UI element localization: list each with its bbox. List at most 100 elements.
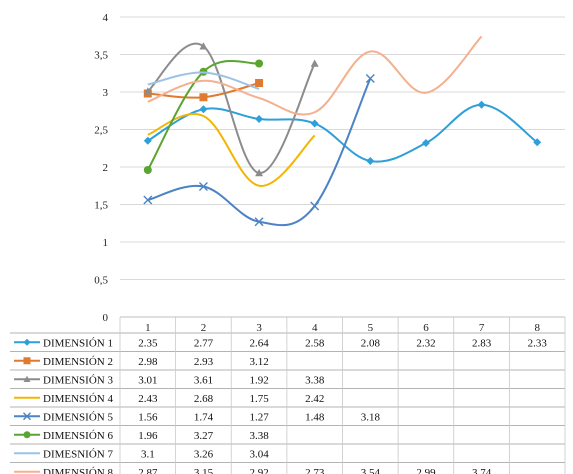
data-point — [199, 105, 208, 114]
data-point — [23, 375, 31, 383]
data-point — [23, 357, 31, 365]
data-point — [255, 169, 264, 177]
data-point — [310, 59, 319, 67]
data-label: 3.15 — [194, 467, 214, 474]
legend-entry: DIMENSIÓN 4 — [43, 393, 113, 405]
data-label: 3.54 — [361, 467, 381, 474]
data-label: 2.92 — [249, 467, 268, 474]
series — [143, 42, 319, 177]
data-label: 1.75 — [249, 393, 269, 405]
y-axis-tick-labels: 0 0,5 1 1,5 2 2,5 3 3,5 4 — [94, 12, 108, 324]
y-tick-label: 2,5 — [94, 125, 108, 137]
data-label: 3.26 — [194, 448, 214, 460]
series — [147, 71, 260, 90]
y-tick-label: 2 — [103, 162, 109, 174]
data-label: 3.1 — [141, 448, 155, 460]
x-tick-label: 7 — [479, 322, 485, 334]
data-label: 2.77 — [194, 337, 214, 349]
data-point — [23, 431, 31, 439]
data-label: 2.68 — [194, 393, 214, 405]
data-label: 1.96 — [138, 430, 158, 442]
data-point — [255, 59, 264, 68]
x-tick-label: 1 — [145, 322, 151, 334]
legend-entry: DIMENSIÓN 1 — [43, 337, 113, 349]
x-tick-label: 5 — [368, 322, 374, 334]
data-label: 2.98 — [138, 356, 158, 368]
data-label: 1.27 — [249, 411, 269, 423]
data-label: 2.35 — [138, 337, 158, 349]
y-tick-label: 1,5 — [94, 200, 108, 212]
data-point — [310, 119, 319, 128]
data-label: 2.83 — [472, 337, 492, 349]
data-point — [199, 42, 208, 50]
legend-entry: DIMENSIÓN 3 — [43, 374, 113, 386]
data-label: 2.42 — [305, 393, 324, 405]
series-line — [147, 71, 260, 90]
y-tick-label: 0,5 — [94, 275, 108, 287]
data-label: 3.27 — [194, 430, 214, 442]
data-label: 2.58 — [305, 337, 325, 349]
data-point — [198, 182, 208, 191]
series-line — [147, 42, 316, 174]
legend-entry: DIMENSIÓN 8 — [43, 467, 113, 474]
data-label: 2.87 — [138, 467, 158, 474]
data-point — [255, 79, 264, 87]
x-axis-tick-labels: 1 2 3 4 5 6 7 8 — [145, 322, 540, 334]
data-label: 3.38 — [305, 374, 325, 386]
data-label: 3.38 — [249, 430, 269, 442]
data-label: 1.56 — [138, 411, 158, 423]
legend-entry: DIMENSIÓN 6 — [43, 430, 113, 442]
legend-entry: DIMENSIÓN 5 — [43, 411, 113, 423]
gridlines — [120, 16, 565, 318]
series — [143, 79, 264, 102]
data-point — [255, 115, 264, 123]
data-table: DIMENSIÓN 1 2.35 2.77 2.64 2.58 2.08 2.32 2.83 2… — [10, 317, 566, 474]
data-label: 3.61 — [194, 374, 213, 386]
data-label: 1.92 — [249, 374, 268, 386]
x-tick-label: 3 — [256, 322, 262, 334]
x-tick-label: 6 — [423, 322, 429, 334]
series — [147, 35, 483, 116]
data-point — [533, 138, 542, 147]
data-point — [310, 201, 320, 211]
data-point — [199, 93, 208, 102]
data-point — [23, 338, 31, 346]
data-label: 1.48 — [305, 411, 325, 423]
series-line — [147, 35, 483, 116]
x-tick-label: 8 — [534, 322, 540, 334]
x-tick-label: 2 — [201, 322, 207, 334]
data-label: 2.32 — [416, 337, 435, 349]
data-label: 2.08 — [361, 337, 381, 349]
data-label: 3.04 — [249, 448, 269, 460]
data-label: 1.74 — [194, 411, 214, 423]
data-label: 2.99 — [416, 467, 436, 474]
data-label: 3.12 — [249, 356, 268, 368]
series-line — [147, 78, 372, 227]
series-lines — [143, 35, 542, 227]
data-point — [23, 412, 31, 421]
data-point — [143, 87, 152, 95]
legend-entry: DIMENSIÓN 2 — [43, 356, 113, 368]
data-point — [365, 74, 375, 83]
y-tick-label: 0 — [103, 312, 109, 324]
y-tick-label: 1 — [103, 237, 109, 249]
x-tick-label: 4 — [312, 322, 318, 334]
series-line — [147, 113, 316, 187]
data-label: 3.01 — [138, 374, 157, 386]
data-point — [477, 100, 486, 109]
data-point — [143, 136, 152, 145]
data-point — [143, 195, 153, 205]
legend-entry: DIMESNIÓN 7 — [43, 448, 113, 460]
y-tick-label: 3,5 — [94, 50, 108, 62]
series — [143, 100, 542, 165]
data-label: 2.64 — [249, 337, 269, 349]
data-label: 3.74 — [472, 467, 492, 474]
y-tick-label: 4 — [103, 12, 109, 24]
data-label: 2.33 — [528, 337, 548, 349]
data-point — [143, 166, 152, 174]
data-label: 2.93 — [194, 356, 214, 368]
data-point — [366, 157, 375, 165]
data-label: 3.18 — [361, 411, 381, 423]
data-point — [421, 139, 430, 147]
